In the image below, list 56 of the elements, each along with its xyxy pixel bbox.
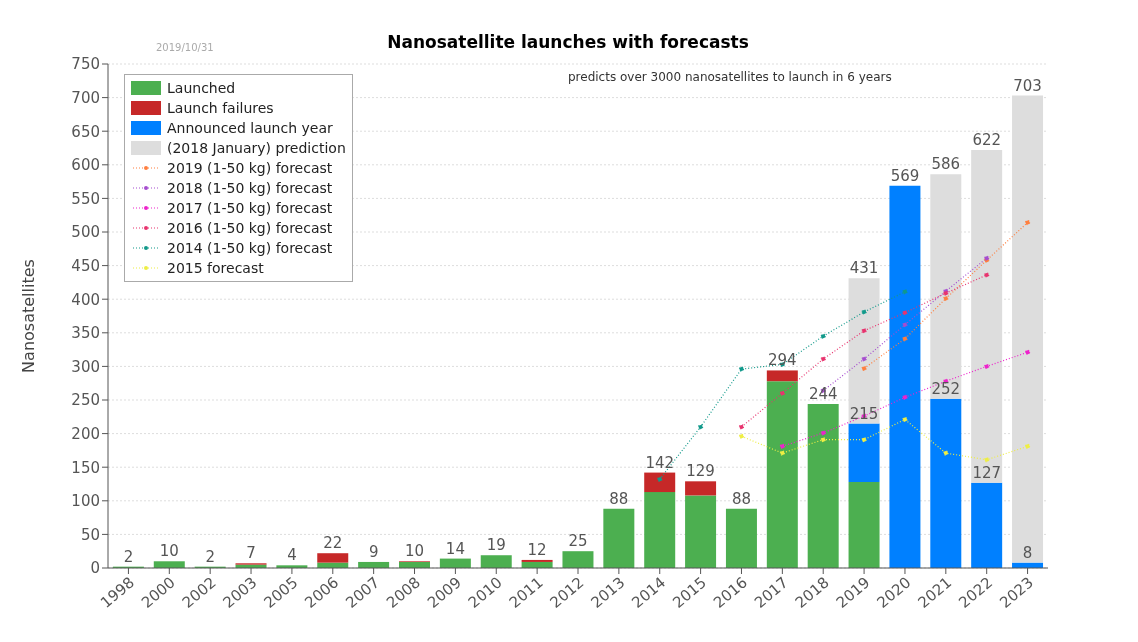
- legend-label: Launch failures: [167, 100, 274, 116]
- y-axis-title: Nanosatellites: [18, 259, 38, 373]
- total-label: 10: [159, 542, 179, 561]
- data-label: 252: [931, 379, 961, 398]
- y-tick-label: 150: [71, 458, 100, 477]
- total-label: 7: [246, 544, 256, 563]
- y-tick-label: 450: [71, 256, 100, 275]
- legend-label: 2016 (1-50 kg) forecast: [167, 220, 333, 236]
- chart-title: Nanosatellite launches with forecasts: [387, 32, 749, 52]
- legend-label: 2014 (1-50 kg) forecast: [167, 240, 333, 256]
- legend-label: (2018 January) prediction: [167, 140, 346, 156]
- y-tick-label: 300: [71, 357, 100, 376]
- y-tick-label: 100: [71, 492, 100, 511]
- legend-label: Announced launch year: [167, 120, 333, 136]
- total-label: 88: [731, 489, 752, 508]
- total-label: 22: [323, 534, 343, 553]
- legend-label: 2017 (1-50 kg) forecast: [167, 200, 333, 216]
- y-tick-label: 650: [71, 122, 100, 141]
- legend-label: Launched: [167, 80, 236, 96]
- y-tick-label: 400: [71, 290, 100, 309]
- total-label: 14: [445, 539, 465, 558]
- y-tick-label: 500: [71, 223, 100, 242]
- text: 2019/10/31: [156, 42, 214, 53]
- y-tick-label: 350: [71, 324, 100, 343]
- total-label: 622: [972, 131, 1002, 150]
- total-label: 10: [404, 542, 425, 561]
- total-label: 294: [768, 351, 797, 370]
- total-label: 2: [123, 547, 134, 566]
- legend-label: 2018 (1-50 kg) forecast: [167, 180, 333, 196]
- total-label: 703: [1013, 76, 1042, 95]
- legend-label: 2015 forecast: [167, 260, 264, 276]
- annotation: predicts over 3000 nanosatellites to launch in 6 years: [568, 70, 892, 84]
- y-tick-label: 750: [71, 55, 100, 74]
- total-label: 2: [205, 547, 215, 566]
- total-label: 19: [486, 536, 506, 555]
- total-label: 244: [808, 385, 838, 404]
- data-label: 127: [972, 463, 1002, 482]
- total-label: 129: [686, 462, 715, 481]
- total-label: 25: [568, 532, 588, 551]
- total-label: 431: [849, 259, 879, 278]
- total-label: 12: [527, 540, 547, 559]
- total-label: 4: [287, 546, 297, 565]
- y-tick-label: 550: [71, 189, 100, 208]
- legend-label: 2019 (1-50 kg) forecast: [167, 160, 333, 176]
- y-tick-label: 600: [71, 156, 100, 175]
- total-label: 569: [890, 166, 920, 185]
- y-tick-label: 700: [71, 88, 100, 107]
- y-tick-label: 0: [90, 559, 100, 578]
- total-label: 586: [931, 155, 961, 174]
- total-label: 9: [368, 542, 379, 561]
- total-label: 88: [609, 489, 629, 508]
- y-tick-label: 250: [71, 391, 100, 410]
- total-label: 142: [645, 453, 675, 472]
- data-label: 8: [1022, 543, 1033, 562]
- y-tick-label: 200: [71, 424, 100, 443]
- y-tick-label: 50: [80, 525, 100, 544]
